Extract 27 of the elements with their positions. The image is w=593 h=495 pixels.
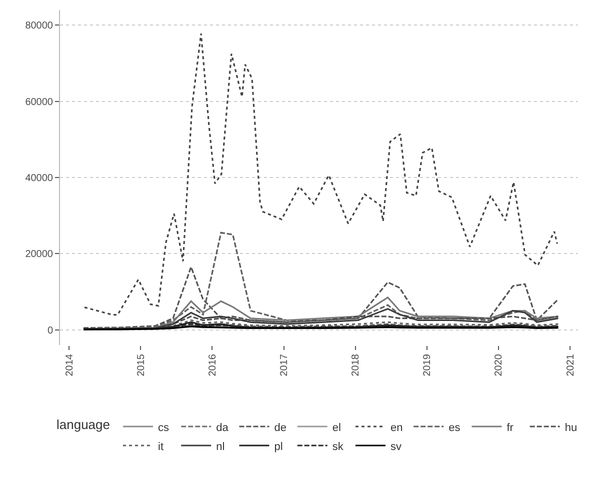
legend-label: sv xyxy=(390,440,402,453)
legend-label: es xyxy=(448,422,461,434)
x-tick-label: 2021 xyxy=(565,354,576,376)
legend-label: it xyxy=(158,440,164,453)
y-tick-label: 80000 xyxy=(25,20,54,32)
legend-label: sk xyxy=(332,440,344,453)
x-tick-label: 2018 xyxy=(350,354,362,376)
legend-label: hu xyxy=(564,422,578,434)
legend-title: language xyxy=(56,416,110,432)
legend-label: cs xyxy=(158,422,170,434)
legend-label: en xyxy=(390,422,403,434)
legend-label: el xyxy=(332,422,341,434)
legend-label: da xyxy=(216,422,230,434)
x-tick-label: 2014 xyxy=(64,354,76,376)
legend-label: de xyxy=(274,422,286,434)
y-tick-label: 60000 xyxy=(25,96,54,108)
legend-label: nl xyxy=(216,440,225,453)
x-tick-label: 2019 xyxy=(422,354,434,376)
x-tick-label: 2016 xyxy=(207,354,218,376)
legend-label: fr xyxy=(506,422,514,434)
y-tick-label: 40000 xyxy=(25,173,54,184)
x-tick-label: 2015 xyxy=(136,354,147,376)
y-tick-label: 20000 xyxy=(25,249,54,260)
legend-label: pl xyxy=(274,440,283,453)
x-tick-label: 2020 xyxy=(494,354,505,376)
y-tick-label: 0 xyxy=(47,325,54,336)
x-tick-label: 2017 xyxy=(279,354,290,376)
